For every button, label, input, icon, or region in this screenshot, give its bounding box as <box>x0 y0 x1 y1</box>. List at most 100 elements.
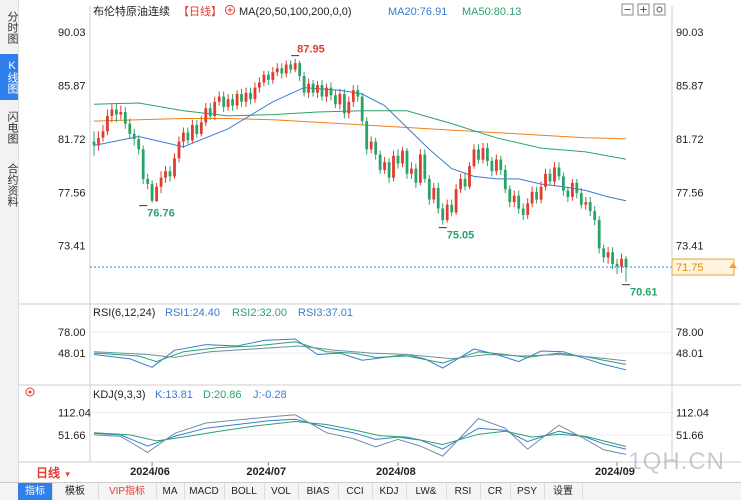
candle <box>271 67 275 84</box>
candle-body <box>137 139 141 150</box>
candle <box>173 153 176 179</box>
candle <box>249 87 252 105</box>
candle-body <box>329 87 333 96</box>
candle-body <box>199 122 203 134</box>
candle-body <box>271 72 275 80</box>
candle <box>137 135 141 155</box>
price-tag-arrow-icon <box>729 263 737 269</box>
candle <box>490 157 494 177</box>
candle-body <box>159 177 163 187</box>
candle-body <box>450 204 454 213</box>
candle-body <box>182 132 185 142</box>
rsi3-value-label: RSI3:37.01 <box>298 307 353 319</box>
candle <box>262 70 266 87</box>
candle-body <box>146 178 150 184</box>
candle <box>159 171 163 194</box>
candle <box>119 105 123 120</box>
psy-tab[interactable]: PSY <box>510 483 545 500</box>
indicator-toolbar: 指标 模板 VIP指标 MA MACD BOLL VOL BIAS CCI KD… <box>0 482 741 500</box>
macd-tab[interactable]: MACD <box>184 483 225 500</box>
candle-body <box>620 258 623 267</box>
tick-label-left: 112.04 <box>58 408 91 420</box>
cr-tab[interactable]: CR <box>480 483 511 500</box>
kdj-k-value-label: K:13.81 <box>155 389 193 401</box>
candle-body <box>195 124 199 134</box>
bias-tab[interactable]: BIAS <box>298 483 339 500</box>
candle <box>383 157 386 174</box>
tick-label-left: 78.00 <box>58 327 86 339</box>
kdj-tab[interactable]: KDJ <box>372 483 407 500</box>
candle <box>199 115 203 137</box>
candle-body <box>427 178 431 200</box>
candle <box>432 182 436 204</box>
candle <box>128 118 132 140</box>
candle <box>280 63 284 79</box>
candle <box>316 81 319 98</box>
boll-tab[interactable]: BOLL <box>224 483 265 500</box>
candle <box>92 131 96 156</box>
kdj-j-value-label: J:-0.28 <box>253 389 287 401</box>
candle-body <box>320 85 324 97</box>
candle <box>441 203 445 225</box>
candle <box>575 178 579 199</box>
price-annotations: 87.95 76.76 75.05 70.61 <box>139 44 658 299</box>
rsi-tab[interactable]: RSI <box>446 483 481 500</box>
panel-frames <box>18 6 741 463</box>
candle <box>351 85 355 107</box>
candle-body <box>512 195 516 203</box>
candle <box>101 124 105 142</box>
ma-settings-icon[interactable] <box>225 5 235 15</box>
candle <box>503 164 507 194</box>
minimize-icon[interactable] <box>621 3 634 16</box>
candle-body <box>347 101 351 114</box>
tab-kline[interactable]: K线图 <box>0 54 18 100</box>
interval-button[interactable]: 日线 ▾ <box>18 464 74 482</box>
candle-body <box>553 167 556 182</box>
candle <box>557 162 561 181</box>
tab-timeshare[interactable]: 分时图 <box>6 10 18 44</box>
vip-indicator-tab[interactable]: VIP指标 <box>98 483 157 500</box>
settings-tab[interactable]: 设置 <box>544 483 583 500</box>
indicator-tab[interactable]: 指标 <box>18 483 53 500</box>
current-price-line: 71.75 <box>90 258 737 276</box>
rsi-params-label: RSI(6,12,24) <box>93 307 155 319</box>
candle-body <box>508 189 512 203</box>
candle <box>343 88 346 119</box>
settings-icon[interactable] <box>653 3 666 16</box>
x-tick-label: 2024/08 <box>376 466 416 478</box>
low-price-label: 70.61 <box>630 287 658 299</box>
candle <box>311 79 315 97</box>
candle-body <box>584 202 588 205</box>
candle-body <box>392 155 395 178</box>
candle <box>544 168 547 191</box>
candle-body <box>213 101 217 116</box>
y-tick-label-right: 81.72 <box>676 134 704 146</box>
candle <box>579 187 583 209</box>
template-tab[interactable]: 模板 <box>52 483 99 500</box>
candle-body <box>530 191 534 204</box>
candle <box>231 94 234 111</box>
lwr-tab[interactable]: LW& <box>406 483 447 500</box>
y-tick-label-left: 90.03 <box>58 27 86 39</box>
candle-body <box>486 148 489 161</box>
candle <box>454 184 458 215</box>
candle-body <box>423 154 427 179</box>
candle-body <box>477 149 480 160</box>
tab-flash-chart[interactable]: 闪电图 <box>6 110 18 144</box>
x-tick-label: 2024/09 <box>595 466 635 478</box>
tab-contract-info[interactable]: 合约资料 <box>6 163 18 207</box>
ma-tab[interactable]: MA <box>156 483 185 500</box>
vol-tab[interactable]: VOL <box>264 483 299 500</box>
cci-tab[interactable]: CCI <box>338 483 373 500</box>
candle-body <box>588 202 592 212</box>
candle-body <box>624 258 628 268</box>
watermark: 1QH.CN <box>628 448 725 475</box>
ma20-line <box>93 87 627 202</box>
candle-body <box>298 63 302 77</box>
chevron-down-icon: ▾ <box>65 469 70 479</box>
kdj-settings-icon[interactable] <box>25 387 35 397</box>
candle-body <box>253 87 257 100</box>
candle <box>186 127 190 145</box>
maximize-icon[interactable] <box>637 3 650 16</box>
